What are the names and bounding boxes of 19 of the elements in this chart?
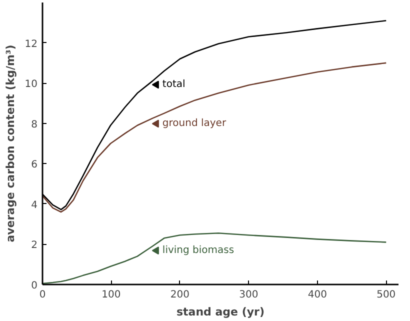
y-axis-title: average carbon content (kg/m³): [4, 44, 17, 242]
legend-label: living biomass: [162, 245, 234, 256]
x-tick-label: 400: [308, 290, 327, 300]
x-tick-label: 200: [170, 290, 190, 300]
x-tick-label: 300: [239, 290, 258, 300]
y-tick-label: 8: [31, 119, 38, 130]
x-tick-label: 100: [102, 290, 121, 300]
y-tick-label: 6: [31, 160, 38, 171]
y-tick-label: 12: [24, 38, 38, 50]
y-tick-label: 4: [31, 200, 38, 211]
y-tick-label: 0: [31, 280, 38, 292]
legend-label: total: [162, 79, 186, 90]
x-axis-title: stand age (yr): [176, 306, 264, 318]
y-tick-label: 10: [24, 79, 38, 90]
x-tick-label: 500: [376, 290, 396, 300]
legend-label: ground layer: [162, 118, 227, 130]
line-series: [42, 62, 387, 213]
x-tick-label: 0: [39, 290, 46, 300]
y-tick-label: 2: [31, 240, 38, 252]
